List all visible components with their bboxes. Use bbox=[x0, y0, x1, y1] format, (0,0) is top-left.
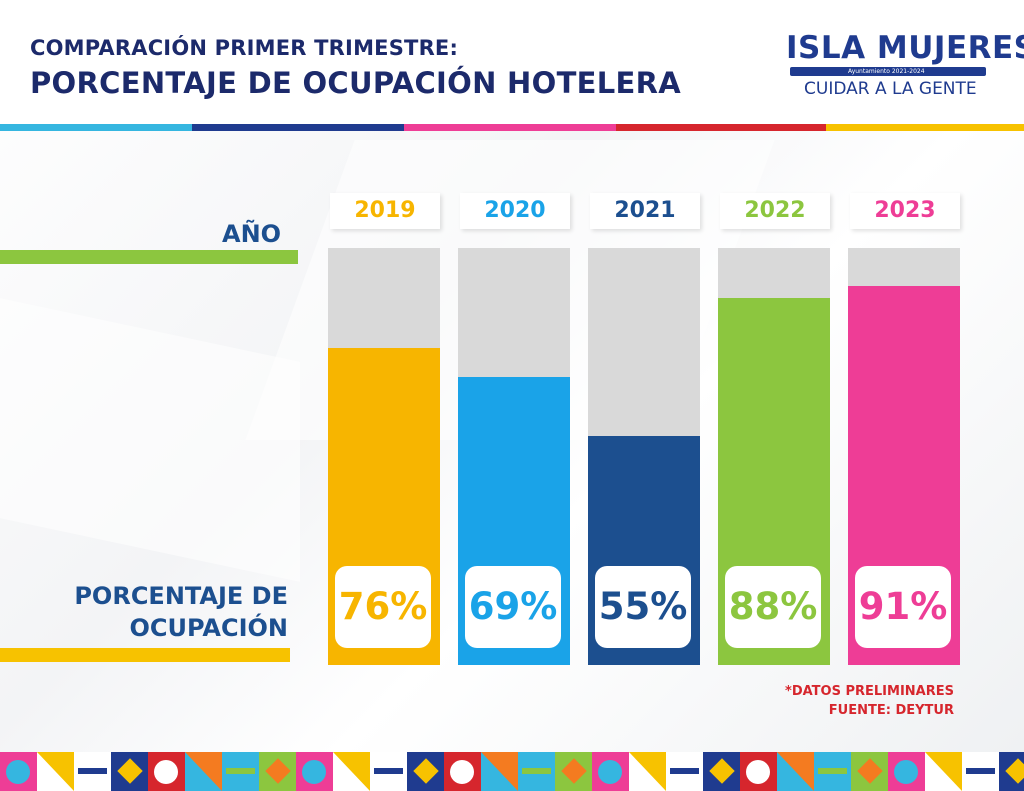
year-tick-label: 2020 bbox=[460, 193, 570, 229]
footer-pattern-shape bbox=[78, 768, 107, 774]
footer-tile bbox=[111, 752, 148, 791]
footer-pattern-shape bbox=[117, 758, 143, 784]
footer-tile bbox=[148, 752, 185, 791]
footer-tile bbox=[666, 752, 703, 791]
footer-pattern-shape bbox=[6, 760, 30, 784]
logo-name: ISLA MUJERES bbox=[786, 30, 1024, 66]
footer-pattern-shape bbox=[1005, 758, 1024, 784]
footer-tile bbox=[592, 752, 629, 791]
footer-pattern-shape bbox=[857, 758, 883, 784]
footer-tile bbox=[481, 752, 518, 791]
footer-pattern-shape bbox=[302, 760, 326, 784]
year-tick-label: 2022 bbox=[720, 193, 830, 229]
footer-pattern-shape bbox=[670, 768, 699, 774]
data-label: 88% bbox=[725, 566, 821, 648]
footer-pattern-shape bbox=[629, 752, 666, 791]
footer-tile bbox=[703, 752, 740, 791]
year-tick-label: 2019 bbox=[330, 193, 440, 229]
footer-pattern-shape bbox=[561, 758, 587, 784]
footer-tile bbox=[814, 752, 851, 791]
footer-pattern-shape bbox=[522, 768, 551, 774]
footer-pattern-shape bbox=[966, 768, 995, 774]
footer-pattern-shape bbox=[709, 758, 735, 784]
footer-tile bbox=[333, 752, 370, 791]
logo-subtitle: Ayuntamiento 2021-2024 bbox=[848, 68, 925, 75]
footer-pattern-shape bbox=[894, 760, 918, 784]
source-note: FUENTE: DEYTUR bbox=[828, 703, 954, 718]
footer-tile bbox=[999, 752, 1024, 791]
footer-pattern-shape bbox=[746, 760, 770, 784]
logo-slogan: CUIDAR A LA GENTE bbox=[804, 79, 977, 99]
footer-pattern-shape bbox=[333, 752, 370, 791]
data-label: 55% bbox=[595, 566, 691, 648]
footer-pattern-shape bbox=[185, 752, 222, 791]
footer-pattern-shape bbox=[777, 752, 814, 791]
footer-tile bbox=[851, 752, 888, 791]
footer-tile bbox=[37, 752, 74, 791]
footer-tile bbox=[518, 752, 555, 791]
footer-pattern-shape bbox=[450, 760, 474, 784]
data-label: 69% bbox=[465, 566, 561, 648]
logo-underline bbox=[790, 67, 986, 76]
footer-tile bbox=[925, 752, 962, 791]
footer-tile bbox=[0, 752, 37, 791]
year-tick-label: 2021 bbox=[590, 193, 700, 229]
value-axis-label: PORCENTAJE DE OCUPACIÓN bbox=[74, 582, 288, 642]
footer-tile bbox=[888, 752, 925, 791]
footer-tile bbox=[555, 752, 592, 791]
footer-pattern-shape bbox=[818, 768, 847, 774]
year-axis-label: AÑO bbox=[222, 220, 282, 248]
footer-pattern-shape bbox=[37, 752, 74, 791]
footer-pattern-shape bbox=[226, 768, 255, 774]
footer-tile bbox=[629, 752, 666, 791]
data-label: 76% bbox=[335, 566, 431, 648]
year-tick-label: 2023 bbox=[850, 193, 960, 229]
footer-tile bbox=[259, 752, 296, 791]
footer-tile bbox=[185, 752, 222, 791]
footer-tile bbox=[296, 752, 333, 791]
title-line-1: COMPARACIÓN PRIMER TRIMESTRE: bbox=[30, 36, 459, 60]
preliminary-note: *DATOS PRELIMINARES bbox=[785, 684, 954, 699]
footer-pattern-shape bbox=[374, 768, 403, 774]
stripe-segment bbox=[0, 124, 192, 131]
background-facet bbox=[0, 298, 300, 582]
footer-tile bbox=[370, 752, 407, 791]
year-axis-line bbox=[0, 250, 298, 264]
footer-tile bbox=[407, 752, 444, 791]
color-stripe bbox=[0, 124, 1024, 131]
footer-pattern-shape bbox=[925, 752, 962, 791]
stripe-segment bbox=[616, 124, 826, 131]
notes: *DATOS PRELIMINARES FUENTE: DEYTUR bbox=[700, 682, 954, 720]
footer-tile bbox=[777, 752, 814, 791]
footer-pattern-shape bbox=[154, 760, 178, 784]
page-title: PORCENTAJE DE OCUPACIÓN HOTELERA bbox=[30, 66, 682, 100]
stripe-segment bbox=[192, 124, 404, 131]
footer-tile bbox=[962, 752, 999, 791]
data-label: 91% bbox=[855, 566, 951, 648]
footer-pattern-shape bbox=[265, 758, 291, 784]
footer-pattern-shape bbox=[481, 752, 518, 791]
footer-tile bbox=[74, 752, 111, 791]
decorative-footer bbox=[0, 752, 1024, 791]
stripe-segment bbox=[404, 124, 616, 131]
value-axis-line bbox=[0, 648, 290, 662]
header: COMPARACIÓN PRIMER TRIMESTRE: PORCENTAJE… bbox=[0, 0, 1024, 124]
footer-tile bbox=[444, 752, 481, 791]
stripe-segment bbox=[826, 124, 1024, 131]
footer-pattern-shape bbox=[413, 758, 439, 784]
logo: ISLA MUJERES Ayuntamiento 2021-2024 CUID… bbox=[782, 30, 1024, 102]
footer-tile bbox=[740, 752, 777, 791]
footer-pattern-shape bbox=[598, 760, 622, 784]
footer-tile bbox=[222, 752, 259, 791]
